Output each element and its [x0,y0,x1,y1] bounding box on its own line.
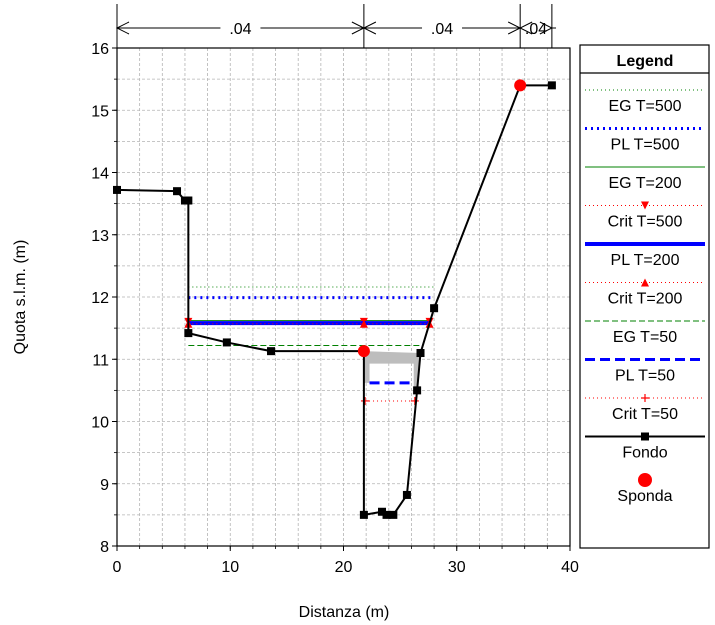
manning-label: .04 [229,21,251,38]
series-fondo-point [382,510,391,519]
series-fondo-point [416,349,425,358]
y-tick-label: 8 [100,539,109,556]
x-tick-label: 20 [335,559,353,576]
y-tick-label: 16 [91,41,109,58]
series-fondo-point [184,329,193,338]
manning-bar: .04 .04 .04 [115,4,557,48]
legend-label-pl-t-50: PL T=50 [615,368,675,385]
series-fondo-point [402,490,411,499]
series-fondo-point [430,304,439,313]
series-sponda-point [514,79,527,92]
legend-label-pl-t-200: PL T=200 [611,252,680,269]
manning-arrowhead [362,21,377,35]
legend-marker-crit-t-500 [641,201,649,210]
legend-label-eg-t-50: EG T=50 [613,329,677,346]
legend-marker-crit-t-50 [641,394,649,402]
series-fondo-point [389,510,398,519]
manning-arrowhead [115,21,130,35]
series-fondo-point [267,347,276,356]
series-fondo-point [547,81,556,90]
series-fondo-point [413,386,422,395]
y-tick-label: 13 [91,228,109,245]
legend-label-crit-t-500: Crit T=500 [608,214,683,231]
legend-label-crit-t-200: Crit T=200 [608,291,683,308]
y-tick-label: 14 [91,166,109,183]
y-tick-label: 12 [91,290,109,307]
gray-region [363,351,421,391]
plot-area [113,79,556,519]
legend: Legend EG T=500 PL T=500 EG T=200 Crit T=50… [579,44,710,549]
x-tick-label: 10 [221,559,239,576]
series-crit-t-200-point [359,319,368,328]
legend-swatch-sponda [638,473,652,487]
legend-title: Legend [617,53,674,70]
series-crit-t-50-point [361,396,370,405]
manning-arrowhead [519,21,533,35]
series-sponda-point [357,345,370,358]
series-fondo-point [184,196,193,205]
legend-label-sponda: Sponda [617,488,672,505]
legend-label-pl-t-500: PL T=500 [611,137,680,154]
series-fondo-point [173,187,182,196]
series-fondo-point [378,507,387,516]
x-axis-label: Distanza (m) [299,604,390,621]
x-tick-label: 30 [448,559,466,576]
x-tick-label: 0 [113,559,122,576]
y-tick-label: 10 [91,415,109,432]
manning-arrowhead [539,21,553,35]
series-fondo-point [359,510,368,519]
x-tick-label: 40 [561,559,579,576]
legend-label-eg-t-500: EG T=500 [608,98,681,115]
legend-marker-fondo [641,432,649,441]
y-axis-label: Quota s.l.m. (m) [12,240,29,355]
y-tick-label: 15 [91,103,109,120]
axes: 0 10 20 30 40 8 9 10 11 12 13 14 15 16 [91,41,579,576]
manning-label: .04 [431,21,453,38]
manning-label: .04 [525,21,547,38]
y-tick-label: 11 [92,352,109,369]
y-tick-label: 9 [100,477,109,494]
legend-label-fondo: Fondo [622,445,667,462]
legend-marker-crit-t-200 [641,278,649,287]
legend-label-crit-t-50: Crit T=50 [612,406,678,423]
series-fondo-point [222,338,231,347]
legend-label-eg-t-200: EG T=200 [608,175,681,192]
